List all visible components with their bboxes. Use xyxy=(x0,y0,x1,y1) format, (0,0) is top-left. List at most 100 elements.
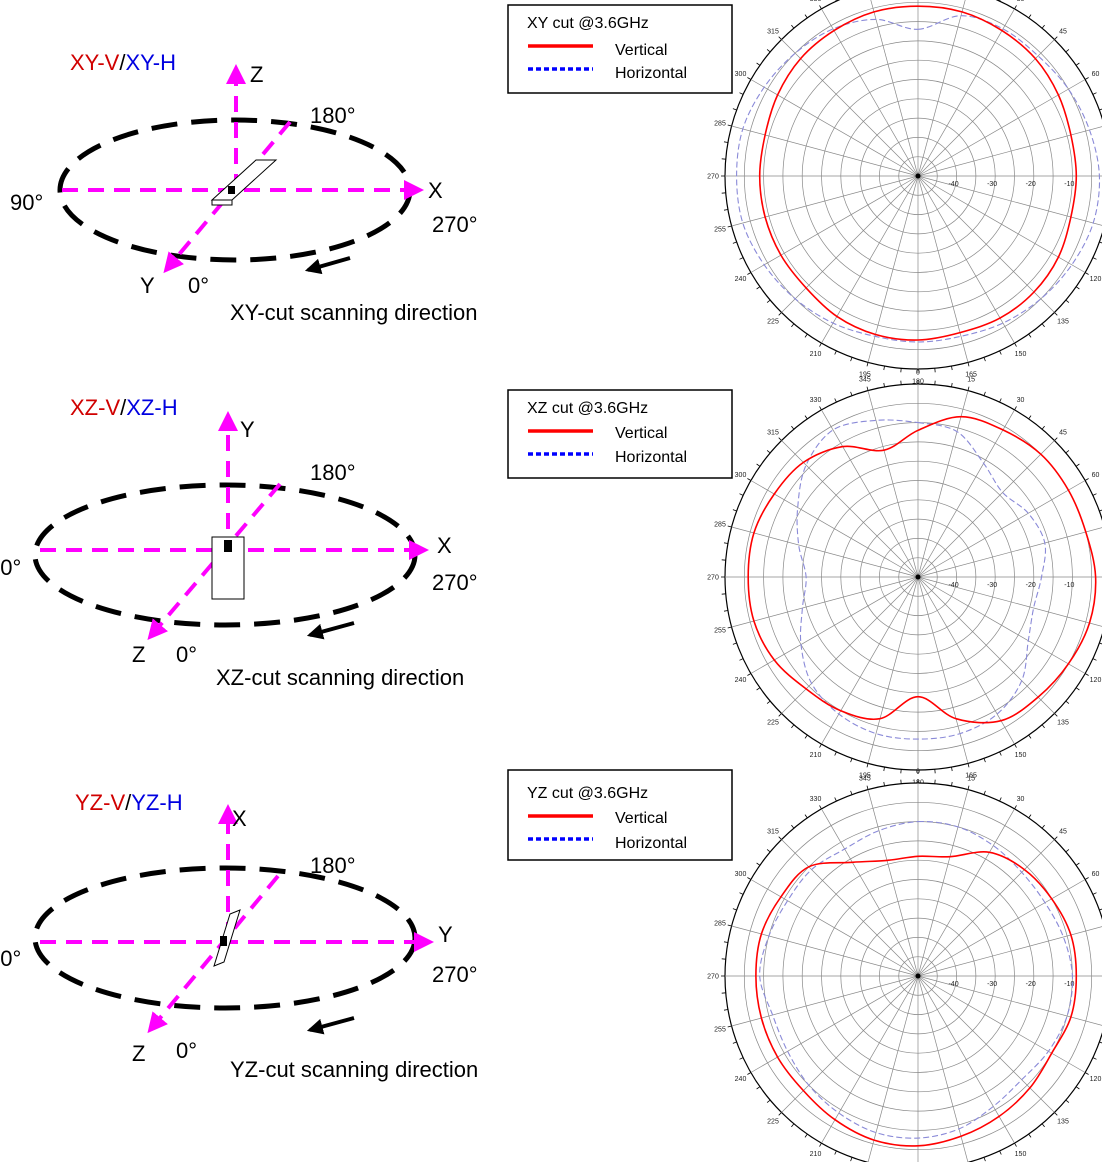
polar-tick xyxy=(819,5,822,10)
coordinate-diagram-xy: XY-V/XY-H Z X Y 180° 90° 270° 0° XY-cut … xyxy=(10,50,478,325)
polar-tick xyxy=(1014,1142,1017,1147)
polar-angle-label: 255 xyxy=(714,227,726,234)
polar-angle-label: 240 xyxy=(735,677,747,684)
polar-grid-spoke xyxy=(917,975,1015,1144)
polar-grid-spoke xyxy=(781,576,919,714)
polar-angle-label: 150 xyxy=(1015,351,1027,358)
legend-label-vertical: Vertical xyxy=(615,425,667,442)
polar-radial-label: -20 xyxy=(1026,582,1036,589)
polar-tick xyxy=(747,877,752,880)
polar-center xyxy=(915,574,921,580)
series-vertical-trace xyxy=(758,5,1078,341)
polar-grid-spoke xyxy=(867,975,919,1162)
polar-grid-spoke xyxy=(821,175,919,344)
polar-grid-spoke xyxy=(750,79,919,177)
diagram-title: XZ-V/XZ-H xyxy=(70,395,178,420)
polar-tick xyxy=(1084,478,1089,481)
polar-tick xyxy=(804,734,808,739)
polar-angle-label: 45 xyxy=(1059,430,1067,437)
polar-angle-label: 270 xyxy=(707,974,719,981)
angle-0-label: 0° xyxy=(176,642,197,667)
polar-grid-spoke xyxy=(781,39,919,177)
polar-tick xyxy=(1054,437,1058,441)
polar-tick xyxy=(1092,1057,1097,1060)
device-board xyxy=(210,159,278,201)
polar-tick xyxy=(999,398,1002,403)
polar-tick xyxy=(747,1072,752,1075)
polar-tick xyxy=(1014,805,1017,810)
polar-angle-label: 120 xyxy=(1090,276,1102,283)
polar-tick xyxy=(766,49,771,53)
polar-angle-label: 345 xyxy=(859,377,871,384)
polar-angle-label: 330 xyxy=(810,397,822,404)
axis-down xyxy=(147,874,280,1034)
polar-angle-label: 255 xyxy=(714,628,726,635)
axis-down-label: Z xyxy=(132,642,145,667)
polar-radial-label: -40 xyxy=(948,582,958,589)
polar-tick xyxy=(804,1133,808,1138)
polar-grid-spoke xyxy=(731,576,919,628)
axis-down xyxy=(163,120,292,274)
polar-tick xyxy=(967,763,970,768)
polar-tick xyxy=(1075,286,1080,290)
polar-angle-label: 210 xyxy=(810,752,822,759)
diagram-title: XY-V/XY-H xyxy=(70,50,176,75)
title-vertical: YZ-V xyxy=(75,790,125,815)
polar-angle-label: 210 xyxy=(810,1151,822,1158)
polar-tick xyxy=(1041,724,1045,729)
polar-tick xyxy=(834,797,837,802)
polar-tick xyxy=(835,0,837,2)
polar-tick xyxy=(723,941,728,943)
device-antenna xyxy=(228,186,235,194)
polar-tick xyxy=(1028,734,1032,739)
chart-legend-yz: YZ cut @3.6GHz Vertical Horizontal xyxy=(507,769,733,861)
polar-grid-spoke xyxy=(870,0,919,177)
angle-270-label: 270° xyxy=(432,962,478,987)
polar-angle-label: 45 xyxy=(1059,29,1067,36)
polar-tick xyxy=(756,687,761,691)
polar-tick xyxy=(967,386,970,391)
polar-tick xyxy=(1028,333,1032,338)
polar-angle-label: 330 xyxy=(810,0,822,3)
polar-tick xyxy=(766,450,771,454)
polar-tick xyxy=(804,14,808,19)
polar-tick xyxy=(1041,323,1045,328)
title-horizontal: XY-H xyxy=(125,50,176,75)
legend-label-horizontal: Horizontal xyxy=(615,449,687,466)
polar-tick xyxy=(1099,241,1102,244)
polar-angle-label: 120 xyxy=(1090,677,1102,684)
axis-right-label: X xyxy=(428,178,443,203)
polar-grid-spoke xyxy=(917,175,1102,226)
polar-tick xyxy=(1084,1072,1089,1075)
polar-tick xyxy=(850,1157,853,1162)
polar-tick xyxy=(739,92,744,95)
polar-angle-label: 120 xyxy=(1090,1076,1102,1083)
polar-grid-spoke xyxy=(821,576,919,745)
polar-tick xyxy=(866,386,869,391)
scan-direction-arrow xyxy=(306,621,355,640)
polar-grid-spoke xyxy=(917,879,1086,977)
polar-chart-xz: 0153045607590105120135150165180195210225… xyxy=(707,370,1102,787)
polar-tick xyxy=(1054,836,1058,840)
polar-tick xyxy=(834,751,837,756)
polar-angle-label: 300 xyxy=(735,871,747,878)
polar-tick xyxy=(1041,24,1045,29)
polar-grid-spoke xyxy=(731,925,919,977)
polar-tick xyxy=(999,0,1001,2)
polar-radial-label: -30 xyxy=(987,981,997,988)
polar-center xyxy=(915,173,921,179)
polar-tick xyxy=(1041,1123,1045,1128)
polar-grid-spoke xyxy=(821,975,919,1144)
polar-angle-label: 270 xyxy=(707,575,719,582)
polar-angle-label: 300 xyxy=(735,71,747,78)
axis-down-label: Z xyxy=(132,1041,145,1066)
polar-angle-label: 150 xyxy=(1015,1151,1027,1158)
polar-tick xyxy=(850,391,853,396)
polar-grid-spoke xyxy=(917,126,1102,177)
polar-tick xyxy=(756,862,761,866)
polar-tick xyxy=(1092,658,1097,661)
polar-tick xyxy=(983,357,986,362)
polar-tick xyxy=(1099,509,1102,512)
polar-tick xyxy=(1041,425,1045,430)
